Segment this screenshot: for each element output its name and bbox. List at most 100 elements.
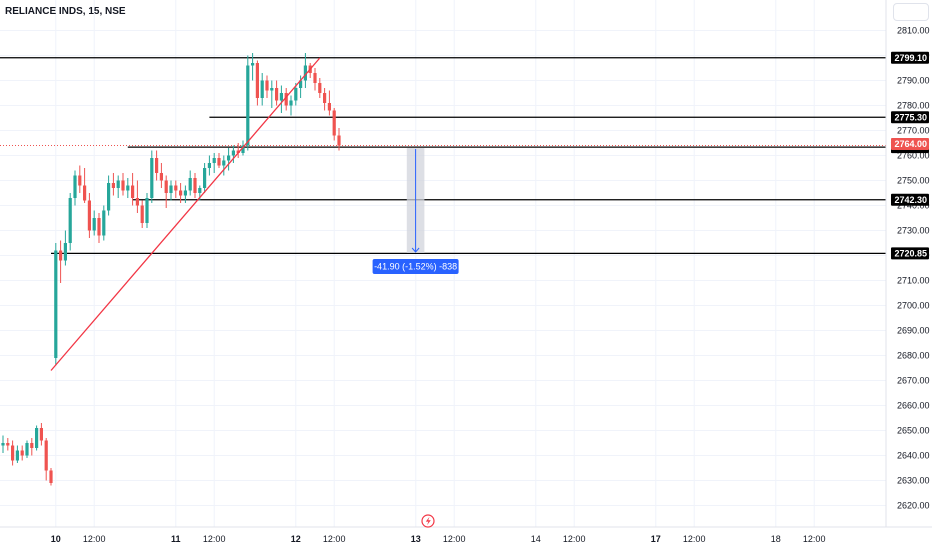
time-tick-label: 12 (291, 534, 301, 544)
measure-badge-label: -41.90 (-1.52%) -838 (374, 262, 457, 272)
candle (222, 155, 226, 176)
price-tags: 2799.102775.302763.352742.302720.852764.… (891, 51, 929, 260)
level-2742-tag: 2742.30 (891, 193, 929, 206)
candle (107, 175, 111, 216)
time-tick-label: 12:00 (323, 534, 346, 544)
candle (73, 170, 77, 206)
candle (236, 143, 240, 158)
price-tick-label: 2670.00 (897, 376, 930, 386)
candle (260, 73, 264, 106)
candle (193, 173, 197, 198)
price-axis[interactable]: 2620.00 2630.00 2640.00 2650.00 2660.00 2670.… (897, 26, 930, 511)
measure-badge: -41.90 (-1.52%) -838 (372, 259, 459, 274)
price-tick-label: 2790.00 (897, 76, 930, 86)
candle (25, 440, 29, 458)
time-tick-label: 18 (771, 534, 781, 544)
price-tag-label: 2742.30 (895, 195, 928, 205)
candle (102, 205, 106, 241)
tradingview-logo-icon[interactable] (421, 514, 435, 528)
candle (155, 150, 159, 181)
candle (164, 175, 168, 208)
candle (227, 148, 231, 171)
trendline-line[interactable] (50, 57, 321, 371)
candle (20, 445, 24, 461)
candle (174, 180, 178, 198)
time-tick-label: 12:00 (443, 534, 466, 544)
last-price-tag: 2764.00 (891, 138, 929, 150)
time-axis[interactable]: :001012:001112:001212:001312:001412:0017… (0, 534, 826, 544)
candle (35, 425, 39, 451)
candle (150, 150, 154, 203)
candle (169, 180, 173, 201)
level-2799-tag: 2799.10 (891, 51, 929, 64)
candle (39, 423, 43, 446)
settings-button[interactable] (893, 3, 929, 21)
candle (318, 78, 322, 98)
price-tick-label: 2690.00 (897, 326, 930, 336)
grid (0, 0, 886, 527)
candle (337, 128, 341, 151)
time-tick-label: 12:00 (563, 534, 586, 544)
price-tick-label: 2630.00 (897, 476, 930, 486)
candle (135, 180, 139, 213)
candle (299, 75, 303, 98)
price-tick-label: 2700.00 (897, 301, 930, 311)
candle (63, 230, 67, 266)
candle (203, 163, 207, 193)
candle (15, 445, 19, 463)
candle (188, 170, 192, 196)
price-tick-label: 2710.00 (897, 276, 930, 286)
candle (327, 90, 331, 116)
candle (270, 80, 274, 108)
price-tick-label: 2770.00 (897, 126, 930, 136)
candle (44, 438, 48, 481)
price-tick-label: 2780.00 (897, 101, 930, 111)
time-tick-label: 10 (51, 534, 61, 544)
candle (159, 163, 163, 188)
price-tag-label: 2775.30 (895, 112, 928, 122)
price-tick-label: 2760.00 (897, 151, 930, 161)
price-tick-label: 2620.00 (897, 501, 930, 511)
candle (265, 75, 269, 98)
candle (54, 243, 58, 366)
candle (217, 153, 221, 168)
candle (145, 193, 149, 228)
chart-title: RELIANCE INDS, 15, NSE (5, 6, 126, 17)
price-tick-label: 2750.00 (897, 176, 930, 186)
candle (11, 440, 15, 466)
candle (303, 53, 307, 88)
time-tick-label: 12:00 (683, 534, 706, 544)
candle (323, 88, 327, 111)
time-tick-label: 13 (411, 534, 421, 544)
candle (251, 53, 255, 81)
time-tick-label: 12:00 (203, 534, 226, 544)
candle (87, 193, 91, 238)
time-tick-label: 14 (531, 534, 541, 544)
candle (131, 173, 135, 206)
candle (289, 95, 293, 116)
candle (279, 85, 283, 113)
candle (111, 173, 115, 196)
candle (255, 60, 259, 106)
price-tick-label: 2640.00 (897, 451, 930, 461)
last-price-label: 2764.00 (895, 139, 928, 149)
candle (68, 193, 72, 251)
time-tick-label: 12:00 (803, 534, 826, 544)
candle (92, 210, 96, 236)
candle (83, 168, 87, 203)
candle (78, 165, 82, 193)
price-tag-label: 2799.10 (895, 53, 928, 63)
price-tick-label: 2660.00 (897, 401, 930, 411)
time-tick-label: 17 (651, 534, 661, 544)
price-tick-label: 2810.00 (897, 26, 930, 36)
trendline[interactable] (50, 57, 321, 371)
price-tag-label: 2720.85 (895, 248, 928, 258)
price-tick-label: 2730.00 (897, 226, 930, 236)
price-tick-label: 2650.00 (897, 426, 930, 436)
time-tick-label: 11 (171, 534, 181, 544)
measure-tool[interactable] (406, 148, 425, 253)
candle (313, 68, 317, 91)
candle (59, 240, 63, 283)
horizontal-levels (0, 57, 886, 254)
